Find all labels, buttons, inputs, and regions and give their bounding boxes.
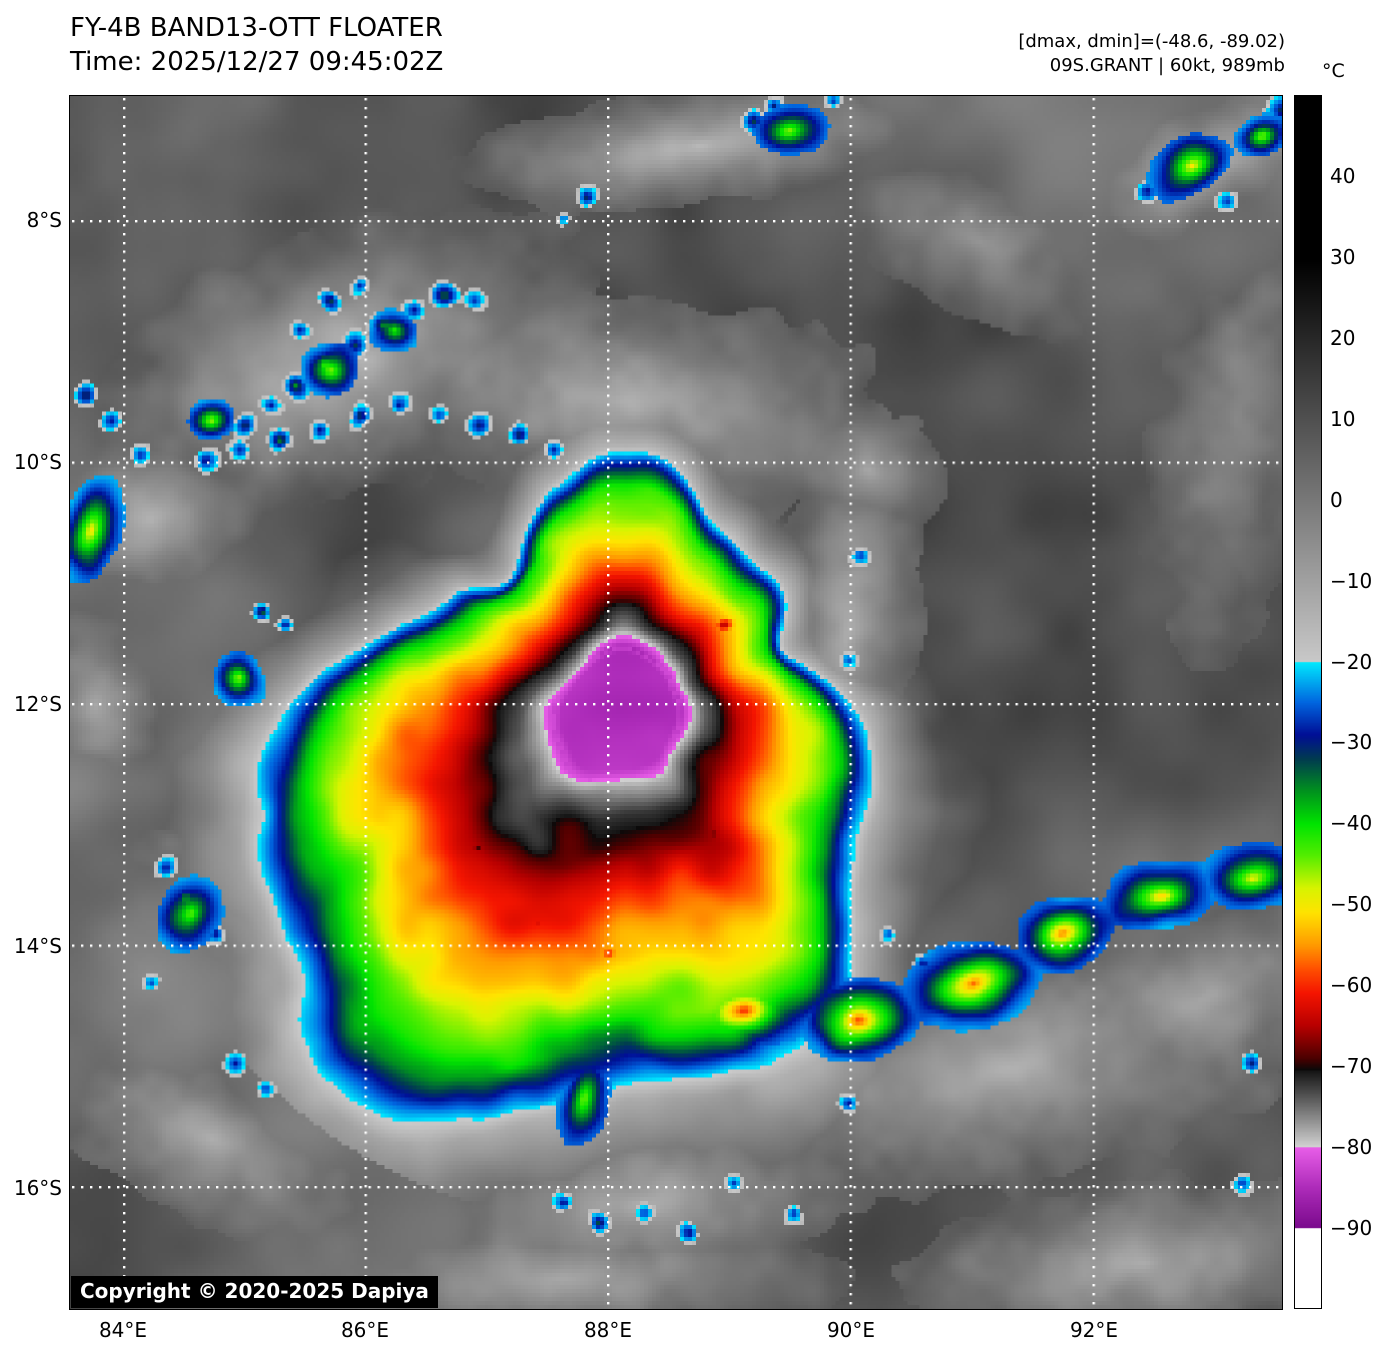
lat-tick-label: 16°S [13, 1176, 62, 1200]
colorbar [1294, 95, 1322, 1309]
lon-tick-label: 90°E [826, 1318, 876, 1342]
timestamp-label: Time: 2025/12/27 09:45:02Z [70, 47, 444, 77]
lon-tick-label: 86°E [340, 1318, 390, 1342]
colorbar-tick-label: −50 [1330, 892, 1373, 917]
lat-tick-label: 14°S [13, 934, 62, 958]
colorbar-tick-label: 20 [1330, 325, 1356, 350]
lon-tick-label: 92°E [1069, 1318, 1119, 1342]
colorbar-unit-label: °C [1322, 60, 1345, 82]
colorbar-tick-label: −30 [1330, 730, 1373, 755]
colorbar-gradient-canvas [1295, 96, 1321, 1308]
colorbar-tick-label: −80 [1330, 1135, 1373, 1160]
satellite-map [69, 95, 1283, 1310]
colorbar-tick-label: −10 [1330, 568, 1373, 593]
colorbar-tick-label: −90 [1330, 1216, 1373, 1241]
lon-tick-label: 84°E [98, 1318, 148, 1342]
colorbar-tick-label: 0 [1330, 487, 1343, 512]
satellite-image-canvas [70, 96, 1282, 1309]
copyright-badge: Copyright © 2020-2025 Dapiya [71, 1276, 438, 1308]
lat-tick-label: 12°S [13, 692, 62, 716]
lon-tick-label: 88°E [583, 1318, 633, 1342]
lat-tick-label: 8°S [26, 208, 62, 232]
lat-tick-label: 10°S [13, 450, 62, 474]
colorbar-tick-label: 10 [1330, 406, 1356, 431]
storm-info-label: 09S.GRANT | 60kt, 989mb [1049, 55, 1285, 76]
colorbar-tick-label: −40 [1330, 811, 1373, 836]
dmax-dmin-label: [dmax, dmin]=(-48.6, -89.02) [1018, 31, 1285, 52]
colorbar-tick-label: −70 [1330, 1054, 1373, 1079]
colorbar-tick-label: 40 [1330, 163, 1356, 188]
page-title: FY-4B BAND13-OTT FLOATER [70, 13, 443, 43]
annotation-block: [dmax, dmin]=(-48.6, -89.02) 09S.GRANT |… [1018, 30, 1285, 78]
colorbar-tick-label: 30 [1330, 244, 1356, 269]
colorbar-tick-label: −60 [1330, 973, 1373, 998]
colorbar-tick-label: −20 [1330, 649, 1373, 674]
